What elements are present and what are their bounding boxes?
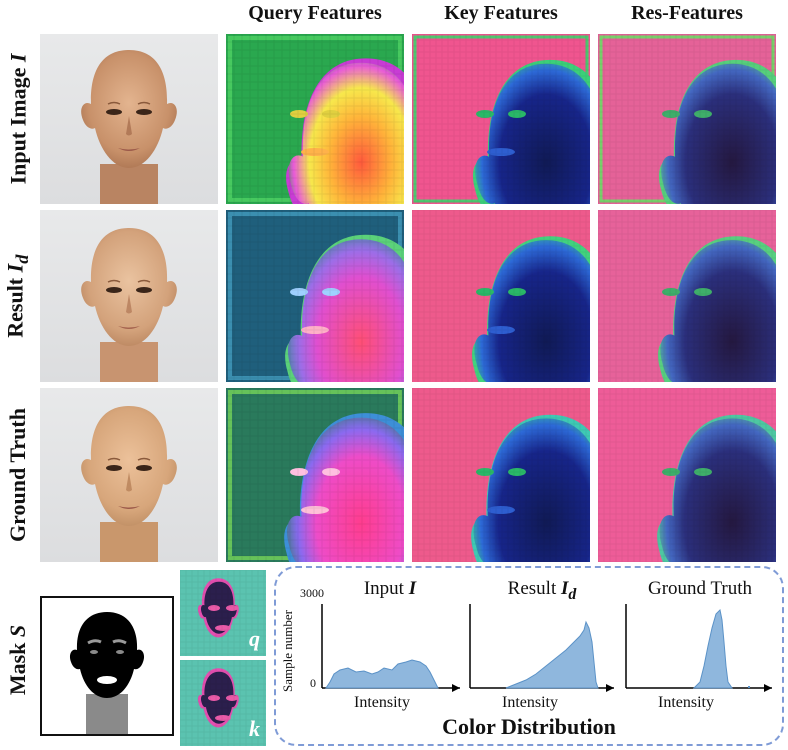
- y-top-tick: 3000: [300, 586, 324, 600]
- hist-title-input: Input I: [363, 578, 417, 599]
- x-axis-label-ground-truth: Intensity: [658, 694, 714, 711]
- key-feature-ground-truth: [412, 388, 590, 562]
- hist-title-ground-truth: Ground Truth: [648, 578, 752, 599]
- k-attention-map: k: [180, 660, 266, 746]
- res-feature-ground-truth: [598, 388, 776, 562]
- result-face-photo: [40, 210, 218, 382]
- hist-title-result: Result Id: [507, 578, 577, 603]
- histogram-ground-truth: [625, 604, 772, 692]
- y-axis-label: Sample number: [280, 610, 295, 692]
- histogram-result: [469, 604, 614, 692]
- input-face-photo: [40, 34, 218, 204]
- q-attention-map: q: [180, 570, 266, 656]
- row-header-mask: Mask S: [5, 624, 30, 696]
- query-feature-input: [226, 34, 404, 204]
- ground-truth-face-photo: [40, 388, 218, 562]
- q-label: q: [249, 626, 260, 651]
- color-distribution-panel: Input I Result Id Ground Truth Sample nu…: [274, 566, 784, 746]
- x-axis-label-input: Intensity: [354, 694, 410, 711]
- column-header-res: Res-Features: [631, 2, 743, 24]
- input-symbol: I: [5, 53, 30, 63]
- color-distribution-title: Color Distribution: [442, 714, 616, 739]
- row-header-ground-truth: Ground Truth: [5, 408, 31, 542]
- row-header-result: Result Id: [2, 254, 33, 338]
- column-header-query: Query Features: [248, 2, 382, 24]
- column-header-key: Key Features: [444, 2, 558, 24]
- histogram-input: [321, 604, 460, 692]
- y-zero-tick: 0: [310, 676, 316, 690]
- res-feature-input: [598, 34, 776, 204]
- key-feature-input: [412, 34, 590, 204]
- key-feature-result: [412, 210, 590, 382]
- res-feature-result: [598, 210, 776, 382]
- query-feature-result: [226, 210, 404, 382]
- query-feature-ground-truth: [226, 388, 404, 562]
- k-label: k: [249, 716, 260, 741]
- row-header-input: Input Image I: [5, 53, 30, 185]
- x-axis-label-result: Intensity: [502, 694, 558, 711]
- mask-image: [40, 596, 174, 736]
